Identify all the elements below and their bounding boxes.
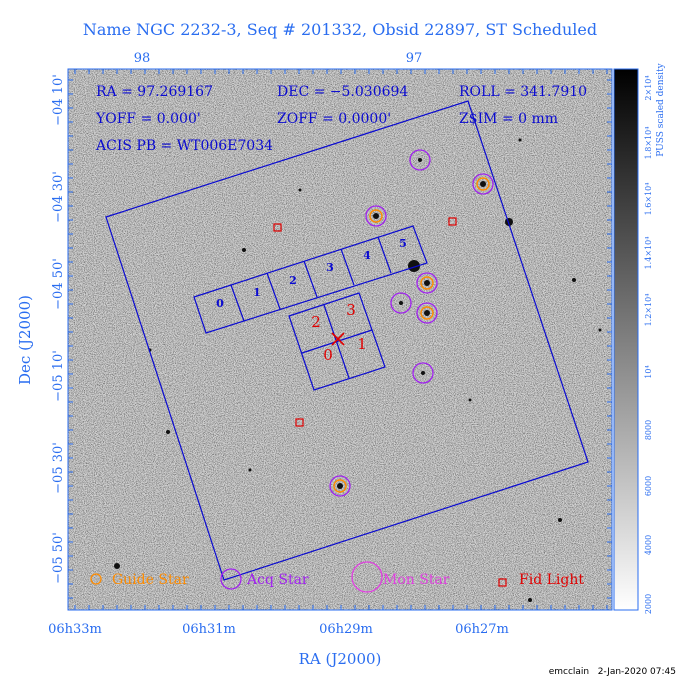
dec-tick-label: −04 50' (51, 258, 66, 310)
info-ra: RA = 97.269167 (96, 84, 213, 100)
legend-guide-icon (90, 573, 102, 585)
acis-i-chip-labels: 2 3 0 1 (311, 301, 367, 364)
ra-tick-label: 06h33m (48, 622, 102, 637)
fov-outline (105, 100, 589, 581)
guide-star-marker (333, 479, 347, 493)
acq-star-marker (365, 205, 387, 227)
legend-fid-icon (498, 578, 507, 587)
chip-label-s2: 2 (289, 274, 297, 287)
sky-image (68, 69, 612, 610)
guide-star-marker (420, 276, 434, 290)
chip-label-i0: 0 (323, 346, 333, 364)
dec-tick-label: −05 10' (51, 350, 66, 402)
chip-label-s3: 3 (326, 261, 334, 274)
dec-tick-label: −04 30' (51, 171, 66, 223)
acq-star-marker (390, 292, 412, 314)
ra-tick-label: 06h31m (182, 622, 236, 637)
legend-acq-label: Acq Star (246, 572, 309, 588)
colorbar-label: PUSS scaled density (656, 62, 666, 156)
info-yoff: YOFF = 0.000' (95, 111, 201, 127)
plot-frame (67, 68, 613, 611)
aimpoint-marker (331, 332, 345, 346)
acq-star-marker (416, 302, 438, 324)
ra-tick-label: 06h29m (319, 622, 373, 637)
info-zsim: Z$IM = 0 mm (459, 111, 558, 127)
colorbar-tick-label: 1.2×10⁴ (644, 294, 653, 327)
info-zoff: ZOFF = 0.0000' (277, 111, 391, 127)
acq-star-marker (329, 475, 351, 497)
legend-acq-icon (220, 568, 242, 590)
ra-tick-label: 06h27m (455, 622, 509, 637)
acq-star-marker (416, 272, 438, 294)
colorbar-tick-label: 4000 (644, 535, 653, 555)
colorbar-tick-label: 10⁴ (644, 365, 653, 378)
x-axis-title: RA (J2000) (299, 650, 382, 668)
colorbar-tick-label: 2×10⁴ (644, 75, 653, 100)
colorbar-tick-label: 1.6×10⁴ (644, 183, 653, 216)
chart-title: Name NGC 2232-3, Seq # 201332, Obsid 228… (83, 20, 597, 39)
info-acis-pb: ACIS PB = WT006E7034 (95, 138, 273, 154)
chip-label-s0: 0 (216, 297, 224, 310)
top-tick-label: 97 (406, 51, 423, 66)
colorbar-tick-label: 1.4×10⁴ (644, 237, 653, 270)
colorbar-tick-label: 8000 (644, 420, 653, 440)
legend-fid-label: Fid Light (519, 572, 584, 588)
colorbar: 2×10⁴ 1.8×10⁴ 1.6×10⁴ 1.4×10⁴ 1.2×10⁴ 10⁴ 8000… (613, 62, 666, 614)
acis-s-chip-labels: 0 1 2 3 4 5 (216, 237, 407, 310)
guide-star-marker (369, 209, 383, 223)
top-tick-label: 98 (134, 51, 151, 66)
guide-star-marker (476, 177, 490, 191)
legend-mon-label: Mon Star (383, 572, 450, 588)
pointing-info: RA = 97.269167 DEC = −5.030694 ROLL = 34… (95, 84, 587, 154)
info-roll: ROLL = 341.7910 (459, 84, 587, 100)
fid-lights (273, 217, 457, 427)
colorbar-tick-label: 1.8×10⁴ (644, 127, 653, 160)
acis-i-array (288, 292, 386, 391)
chip-label-s4: 4 (363, 249, 371, 262)
acq-star-marker (409, 149, 431, 171)
acis-s-array (193, 225, 428, 334)
colorbar-tick-label: 2000 (644, 594, 653, 614)
fid-light-marker (448, 217, 457, 226)
chip-label-i2: 2 (311, 313, 321, 331)
info-dec: DEC = −5.030694 (277, 84, 408, 100)
acq-star-marker (412, 362, 434, 384)
dec-tick-label: −05 50' (51, 532, 66, 584)
chip-label-s1: 1 (253, 286, 261, 299)
left-axis: −04 10' −04 30' −04 50' −05 10' −05 30' … (16, 74, 66, 584)
fid-light-marker (273, 223, 282, 232)
chip-label-i1: 1 (357, 335, 367, 353)
dec-tick-label: −05 30' (51, 442, 66, 494)
y-axis-title: Dec (J2000) (16, 295, 34, 385)
chip-label-i3: 3 (346, 301, 356, 319)
legend-mon-icon (351, 561, 383, 593)
chip-label-s5: 5 (399, 237, 407, 250)
colorbar-tick-label: 6000 (644, 476, 653, 496)
dec-tick-label: −04 10' (51, 74, 66, 126)
field-overlay (105, 100, 589, 581)
legend-guide-label: Guide Star (112, 572, 189, 588)
footer-stamp: emcclain 2-Jan-2020 07:45 (549, 667, 676, 677)
guide-stars (333, 177, 490, 493)
acq-star-marker (472, 173, 494, 195)
legend: Guide Star Acq Star Mon Star Fid Light (90, 561, 584, 593)
fid-light-marker (295, 418, 304, 427)
bottom-axis: 06h33m 06h31m 06h29m 06h27m RA (J2000) (48, 622, 509, 668)
guide-star-marker (420, 306, 434, 320)
acq-stars (329, 149, 494, 497)
